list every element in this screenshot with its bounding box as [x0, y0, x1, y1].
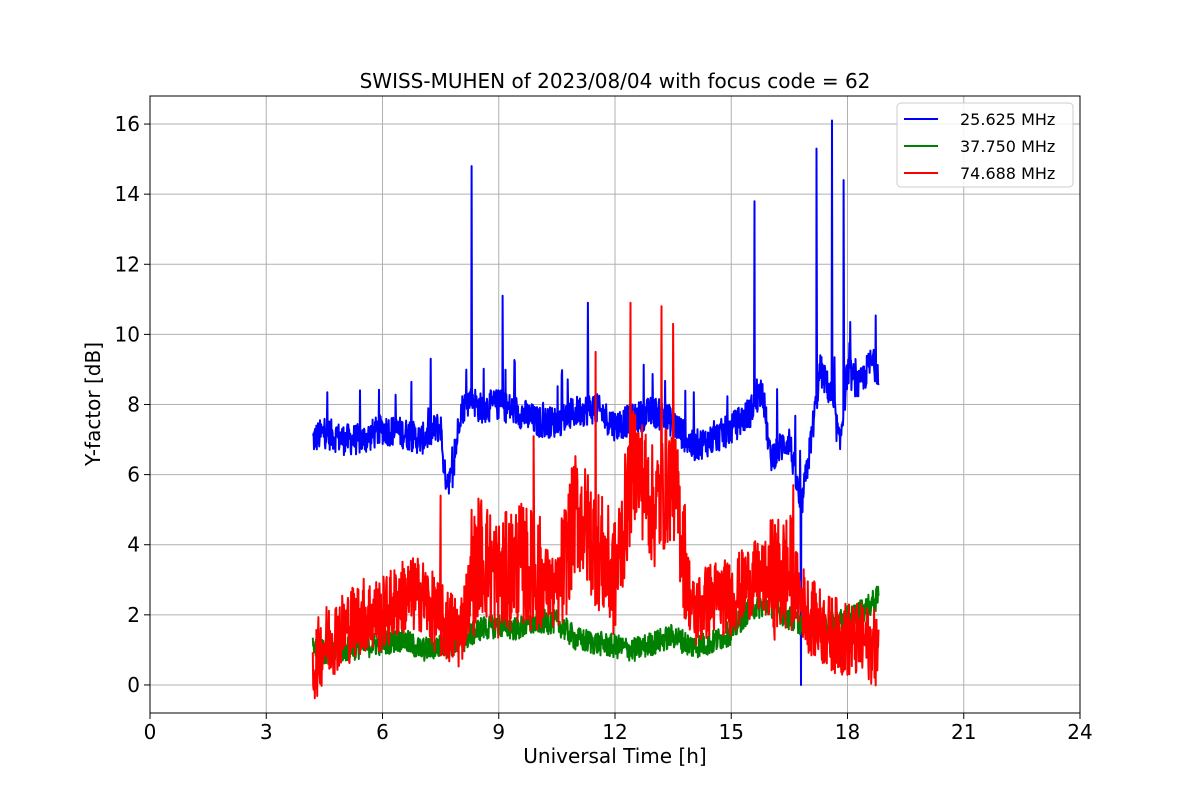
y-tick-label: 16: [115, 112, 140, 136]
legend-label: 25.625 MHz: [960, 110, 1055, 129]
y-axis-label: Y-factor [dB]: [81, 342, 105, 467]
series-line-1: [311, 585, 880, 665]
legend: 25.625 MHz 37.750 MHz 74.688 MHz: [896, 102, 1074, 188]
y-tick-label: 2: [127, 603, 140, 627]
y-tick-label: 14: [115, 182, 140, 206]
x-tick-label: 9: [492, 720, 505, 744]
x-tick-label: 12: [602, 720, 627, 744]
x-tick-label: 24: [1067, 720, 1092, 744]
legend-label: 37.750 MHz: [960, 137, 1055, 156]
y-tick-label: 10: [115, 322, 140, 346]
series-layer: [311, 119, 880, 700]
x-tick-label: 6: [376, 720, 389, 744]
series-line-2: [311, 301, 880, 700]
x-tick-label: 18: [835, 720, 860, 744]
x-axis-label: Universal Time [h]: [523, 744, 706, 768]
x-tick-label: 15: [719, 720, 744, 744]
x-tick-label: 0: [144, 720, 157, 744]
legend-label: 74.688 MHz: [960, 164, 1055, 183]
chart-title: SWISS-MUHEN of 2023/08/04 with focus cod…: [360, 69, 871, 93]
y-tick-label: 0: [127, 673, 140, 697]
y-tick-label: 6: [127, 463, 140, 487]
x-tick-label: 3: [260, 720, 273, 744]
y-tick-label: 4: [127, 533, 140, 557]
y-tick-label: 12: [115, 252, 140, 276]
x-tick-label: 21: [951, 720, 976, 744]
y-tick-label: 8: [127, 393, 140, 417]
legend-box: [896, 102, 1074, 188]
